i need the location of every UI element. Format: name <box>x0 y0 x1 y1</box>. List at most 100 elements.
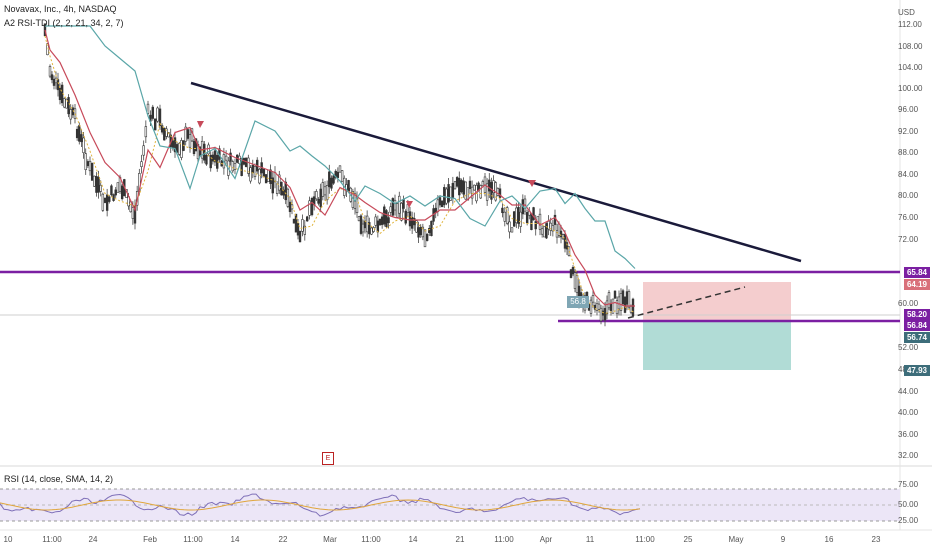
candle <box>573 272 577 289</box>
candle <box>374 216 377 226</box>
candle <box>97 176 100 193</box>
candle <box>543 226 546 238</box>
candle <box>492 180 495 193</box>
candle <box>387 217 390 224</box>
candle <box>188 134 192 148</box>
take-profit-zone[interactable] <box>643 322 791 370</box>
candle <box>301 219 304 232</box>
candle <box>88 160 92 172</box>
candle <box>631 298 635 317</box>
candle <box>251 164 254 174</box>
candle <box>389 206 392 213</box>
price-tick: 80.00 <box>898 191 919 200</box>
candle <box>93 175 96 187</box>
candle <box>213 150 217 163</box>
candle <box>393 199 397 211</box>
time-tick: 11:00 <box>42 535 62 544</box>
candle <box>269 169 272 184</box>
candle <box>131 207 135 219</box>
candle <box>258 168 261 184</box>
price-tick: 76.00 <box>898 213 919 222</box>
candle <box>186 129 190 139</box>
candle <box>490 182 493 200</box>
earnings-event-icon[interactable]: E <box>322 452 334 465</box>
time-tick: 23 <box>871 535 881 544</box>
candle <box>317 198 320 204</box>
candle <box>142 145 145 156</box>
candle <box>547 221 550 230</box>
candle <box>505 207 509 224</box>
candle <box>315 191 318 200</box>
rsi-tick: 75.00 <box>898 480 919 489</box>
candle <box>163 127 166 141</box>
time-tick: 25 <box>683 535 693 544</box>
price-tick: 96.00 <box>898 105 919 114</box>
candle <box>555 230 559 238</box>
candle <box>488 179 491 192</box>
candle <box>623 296 627 313</box>
candle <box>445 188 448 204</box>
candle <box>370 227 373 235</box>
candle <box>158 108 162 126</box>
signal-marker <box>197 121 204 128</box>
ma-red-line <box>44 29 635 307</box>
candle <box>607 292 611 309</box>
candle <box>224 155 228 161</box>
candle <box>340 170 344 183</box>
candle <box>173 137 177 153</box>
stop-loss-zone[interactable] <box>643 282 791 322</box>
time-tick: 11:00 <box>361 535 381 544</box>
rsi-tick: 50.00 <box>898 500 919 509</box>
indicator-title: A2 RSI-TDI (2, 2, 21, 34, 2, 7) <box>4 18 124 28</box>
candle <box>294 213 298 233</box>
candle <box>402 199 405 209</box>
candle <box>549 222 552 231</box>
candle <box>428 228 431 233</box>
candle <box>267 169 270 183</box>
price-tick: 100.00 <box>898 84 923 93</box>
projection-line[interactable] <box>627 286 746 319</box>
rsi-signal-line <box>0 499 641 511</box>
candle <box>569 269 573 278</box>
candle <box>357 216 361 222</box>
time-tick: 9 <box>780 535 786 544</box>
candle <box>321 182 325 197</box>
candle <box>498 188 502 198</box>
candle <box>319 188 322 208</box>
candle <box>451 183 455 198</box>
candle <box>262 168 266 178</box>
candle <box>361 223 365 233</box>
price-tick: 44.00 <box>898 387 919 396</box>
candle <box>603 308 607 321</box>
candle <box>385 210 388 228</box>
candle <box>112 194 115 201</box>
time-tick: 24 <box>88 535 98 544</box>
candle <box>453 181 457 190</box>
trend-line[interactable] <box>190 81 802 263</box>
candle <box>205 155 208 165</box>
candle <box>545 223 548 239</box>
rsi-line <box>0 493 641 517</box>
price-tag-support: 56.84 <box>904 320 930 331</box>
candle <box>298 230 302 243</box>
candle <box>378 218 382 226</box>
signal-marker <box>406 201 413 208</box>
candle <box>525 212 529 224</box>
candle <box>510 227 514 233</box>
price-tick: 60.00 <box>898 299 919 308</box>
candle <box>140 161 143 167</box>
candle <box>609 303 613 311</box>
candle <box>440 200 444 208</box>
candle <box>233 163 237 170</box>
candle <box>421 226 425 238</box>
candle <box>617 296 621 310</box>
candle <box>271 177 274 194</box>
candle <box>207 144 210 155</box>
candle <box>48 66 52 77</box>
candle <box>470 186 474 199</box>
candle <box>571 267 575 275</box>
price-tag-current: 58.20 <box>904 309 930 320</box>
candle <box>460 179 463 193</box>
candle <box>52 79 56 86</box>
